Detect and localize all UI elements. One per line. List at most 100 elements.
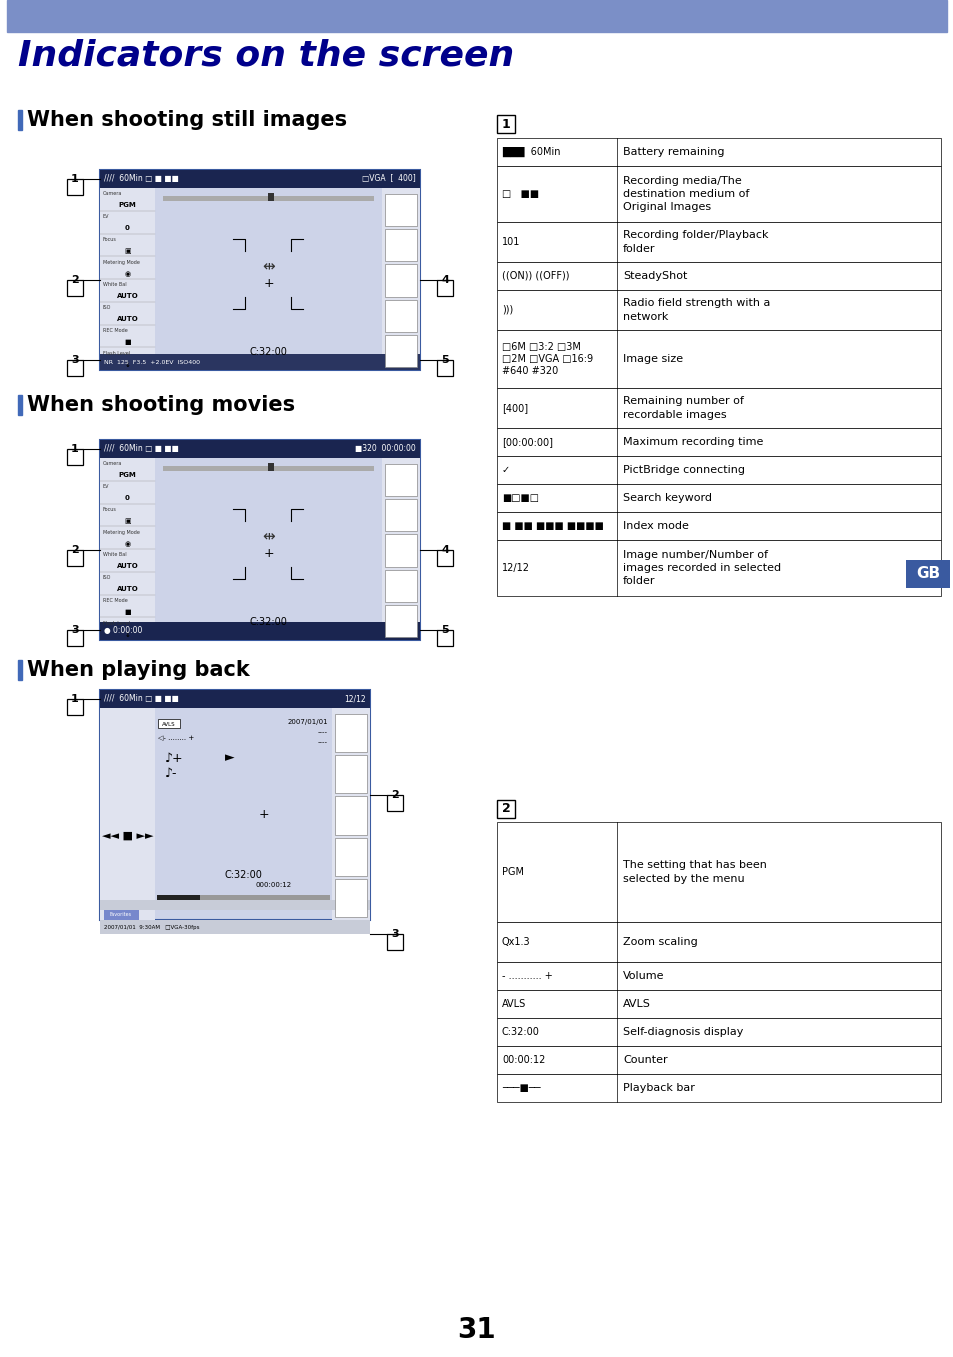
Text: Camera: Camera <box>103 461 122 467</box>
Bar <box>381 189 419 370</box>
Text: PictBridge connecting: PictBridge connecting <box>622 465 744 475</box>
Text: AUTO: AUTO <box>116 586 138 592</box>
Bar <box>335 756 367 794</box>
Bar <box>497 427 940 456</box>
Text: ►: ► <box>225 752 234 764</box>
Text: Counter: Counter <box>622 1054 667 1065</box>
Bar <box>497 822 940 921</box>
Bar <box>18 395 22 415</box>
Text: Recording folder/Playback
folder: Recording folder/Playback folder <box>622 231 768 254</box>
Text: Remaining number of
recordable images: Remaining number of recordable images <box>622 396 743 419</box>
Text: 1: 1 <box>71 693 79 704</box>
Bar <box>497 991 940 1018</box>
Bar <box>436 280 453 296</box>
Bar <box>100 920 370 934</box>
Text: When shooting still images: When shooting still images <box>27 110 347 130</box>
Bar <box>157 896 330 900</box>
Text: Battery remaining: Battery remaining <box>622 147 723 157</box>
Text: Metering Mode: Metering Mode <box>103 259 140 265</box>
Text: Image size: Image size <box>622 354 682 364</box>
Bar <box>497 388 940 427</box>
Text: Metering Mode: Metering Mode <box>103 529 140 535</box>
Text: EV: EV <box>103 214 110 218</box>
Text: Image number/Number of
images recorded in selected
folder: Image number/Number of images recorded i… <box>622 550 781 586</box>
Text: Flash Level: Flash Level <box>103 620 130 626</box>
Text: ✓: ✓ <box>501 465 510 475</box>
Text: □   ■■: □ ■■ <box>501 189 538 199</box>
Text: ⇹: ⇹ <box>262 528 274 543</box>
Bar <box>905 560 949 588</box>
Bar <box>158 719 180 727</box>
Text: GB: GB <box>915 566 939 582</box>
Text: 00:00:12: 00:00:12 <box>501 1054 545 1065</box>
Text: ───■──: ───■── <box>501 1083 540 1092</box>
Text: EV: EV <box>103 484 110 489</box>
Text: ♪+: ♪+ <box>165 752 183 764</box>
Text: ● 0:00:00: ● 0:00:00 <box>104 627 142 635</box>
Text: ◄◄ ■ ►►: ◄◄ ■ ►► <box>102 830 153 840</box>
Bar <box>100 689 370 708</box>
Bar <box>67 179 83 195</box>
Text: 3: 3 <box>391 930 398 939</box>
Text: The setting that has been
selected by the menu: The setting that has been selected by th… <box>622 860 766 883</box>
Bar <box>100 708 154 920</box>
Bar <box>100 900 370 911</box>
Bar <box>100 170 419 370</box>
Bar <box>67 449 83 465</box>
Text: PGM: PGM <box>118 202 136 209</box>
Bar <box>268 463 274 471</box>
Text: 2: 2 <box>501 802 510 816</box>
Text: ■320  00:00:00: ■320 00:00:00 <box>355 445 416 453</box>
Text: ███  60Min: ███ 60Min <box>501 147 560 157</box>
Bar <box>100 440 419 641</box>
Bar <box>385 194 416 227</box>
Bar <box>497 962 940 991</box>
Text: [400]: [400] <box>501 403 528 413</box>
Text: 1: 1 <box>71 444 79 455</box>
Text: ////  60Min □ ■ ■■: //// 60Min □ ■ ■■ <box>104 445 179 453</box>
Bar <box>497 801 515 818</box>
Text: - ........... +: - ........... + <box>501 972 552 981</box>
Text: 0: 0 <box>125 225 130 231</box>
Bar <box>67 280 83 296</box>
Text: 31: 31 <box>457 1316 496 1343</box>
Text: Focus: Focus <box>103 237 117 242</box>
Text: C:32:00: C:32:00 <box>250 347 287 357</box>
Text: PGM: PGM <box>501 867 523 877</box>
Bar <box>497 262 940 290</box>
Text: 101: 101 <box>501 237 519 247</box>
Text: Playback bar: Playback bar <box>622 1083 694 1092</box>
Bar <box>436 360 453 376</box>
Text: 4: 4 <box>440 546 449 555</box>
Text: Indicators on the screen: Indicators on the screen <box>18 38 514 72</box>
Bar <box>387 934 402 950</box>
Text: ♪-: ♪- <box>165 767 177 779</box>
Bar <box>335 714 367 752</box>
Bar <box>67 550 83 566</box>
Text: Radio field strength with a
network: Radio field strength with a network <box>622 299 770 322</box>
Bar <box>497 115 515 133</box>
Text: Recording media/The
destination medium of
Original Images: Recording media/The destination medium o… <box>622 176 749 212</box>
Text: 3: 3 <box>71 356 79 365</box>
Text: C:32:00: C:32:00 <box>250 617 287 627</box>
Bar <box>100 170 419 189</box>
Text: ISO: ISO <box>103 575 112 581</box>
Text: 1: 1 <box>501 118 510 130</box>
Text: Focus: Focus <box>103 508 117 512</box>
Text: 12/12: 12/12 <box>344 695 366 703</box>
Bar <box>385 229 416 262</box>
Text: ▣: ▣ <box>124 248 131 254</box>
Bar <box>497 166 940 223</box>
Bar <box>100 354 419 370</box>
Text: White Bal: White Bal <box>103 282 127 288</box>
Text: ■: ■ <box>124 339 131 345</box>
Text: ----: ---- <box>317 729 328 735</box>
Bar <box>18 660 22 680</box>
Bar <box>385 605 416 636</box>
Text: 3: 3 <box>71 626 79 635</box>
Text: +: + <box>263 277 274 290</box>
Bar <box>100 440 419 459</box>
Text: Qx1.3: Qx1.3 <box>501 936 530 947</box>
Bar <box>385 570 416 601</box>
Text: ISO: ISO <box>103 305 112 311</box>
